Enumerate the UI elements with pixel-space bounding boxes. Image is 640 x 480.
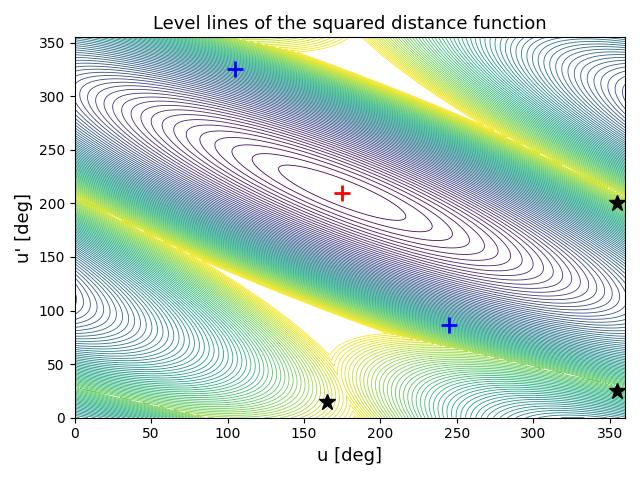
Title: Level lines of the squared distance function: Level lines of the squared distance func… [153, 15, 547, 33]
Y-axis label: u' [deg]: u' [deg] [15, 192, 33, 263]
X-axis label: u [deg]: u [deg] [317, 447, 382, 465]
